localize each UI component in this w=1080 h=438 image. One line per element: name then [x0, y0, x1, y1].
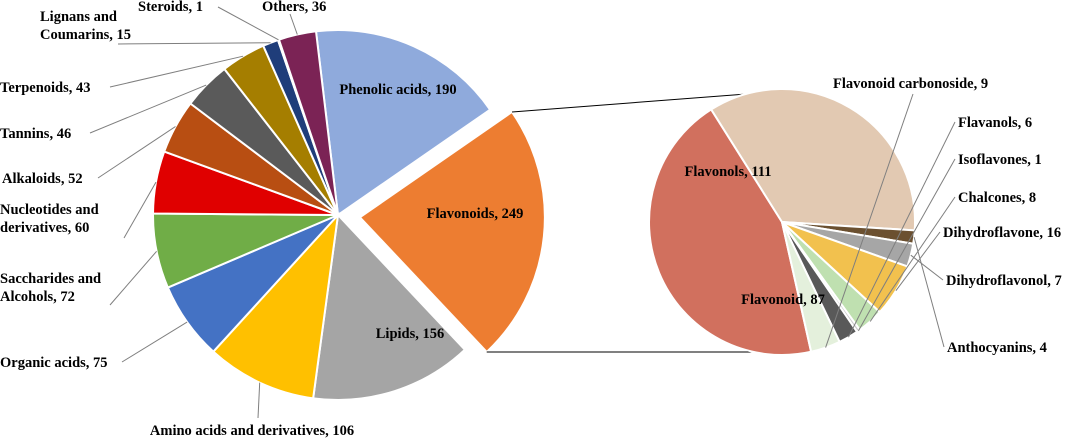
pie-slice-flavonoids — [358, 110, 546, 354]
leader-line-anthocyanins — [913, 236, 945, 348]
data-label-isoflavones: Isoflavones, 1 — [958, 152, 1042, 168]
leader-line-amino-acids-and-derivatives — [257, 382, 261, 419]
leader-line-others — [289, 13, 298, 35]
data-label-nucleotides-and-derivatives: Nucleotides and derivatives, 60 — [0, 202, 99, 236]
leader-line-flavonoid-carbonoside — [825, 93, 914, 348]
leader-line-isoflavones — [857, 158, 956, 332]
leader-line-organic-acids — [121, 321, 188, 363]
leader-line-alkaloids — [97, 126, 176, 179]
main-pie — [152, 28, 546, 401]
data-label-amino-acids-and-derivatives: Amino acids and derivatives, 106 — [150, 423, 354, 438]
data-label-tannins: Tannins, 46 — [0, 126, 71, 142]
pie-slice-phenolic-acids — [314, 28, 492, 217]
leader-line-dihydroflavonol — [910, 254, 944, 281]
data-label-flavonoids: Flavonoids, 249 — [427, 206, 524, 222]
leader-line-steroids — [217, 6, 279, 41]
flavonoids-breakdown-pie — [648, 88, 916, 356]
data-label-dihydroflavonol: Dihydroflavonol, 7 — [946, 273, 1062, 289]
connector-line-top — [511, 91, 773, 113]
data-label-lipids: Lipids, 156 — [376, 326, 445, 342]
data-label-phenolic-acids: Phenolic acids, 190 — [339, 82, 456, 98]
pie-slice-flavonoid — [709, 88, 916, 232]
data-label-anthocyanins: Anthocyanins, 4 — [947, 340, 1047, 356]
data-label-saccharides-and-alcohols: Saccharides and Alcohols, 72 — [0, 271, 101, 305]
data-label-flavonols: Flavonols, 111 — [684, 164, 771, 180]
leader-line-chalcones — [869, 196, 956, 322]
data-label-terpenoids: Terpenoids, 43 — [0, 80, 91, 96]
data-label-organic-acids: Organic acids, 75 — [0, 355, 108, 371]
pie-connector-lines — [486, 91, 773, 353]
data-label-flavonoid-carbonoside: Flavonoid carbonoside, 9 — [833, 76, 988, 92]
leader-line-terpenoids — [109, 55, 244, 88]
data-label-chalcones: Chalcones, 8 — [958, 190, 1036, 206]
data-label-dihydroflavone: Dihydroflavone, 16 — [943, 225, 1061, 241]
leader-line-flavanols — [848, 121, 956, 338]
pie-slice-amino-acids-and-derivatives — [211, 211, 340, 400]
pie-slice-flavonoid-carbonoside — [781, 221, 841, 353]
data-label-steroids: Steroids, 1 — [138, 0, 203, 15]
leader-line-nucleotides-and-derivatives — [123, 181, 157, 239]
pie-slice-others — [277, 30, 339, 216]
data-label-flavanols: Flavanols, 6 — [958, 115, 1032, 131]
data-label-alkaloids: Alkaloids, 52 — [2, 171, 83, 187]
leader-line-saccharides-and-alcohols — [109, 250, 157, 306]
data-label-others: Others, 36 — [262, 0, 326, 15]
leader-line-lignans-and-coumarins — [117, 42, 271, 45]
leader-line-dihydroflavone — [895, 231, 941, 292]
data-label-lignans-and-coumarins: Lignans and Coumarins, 15 — [40, 9, 131, 43]
leader-line-tannins — [89, 84, 207, 134]
pie-slice-lipids — [312, 212, 467, 401]
pie-slice-flavonols — [648, 108, 813, 356]
data-label-flavonoid: Flavonoid, 87 — [741, 292, 825, 308]
